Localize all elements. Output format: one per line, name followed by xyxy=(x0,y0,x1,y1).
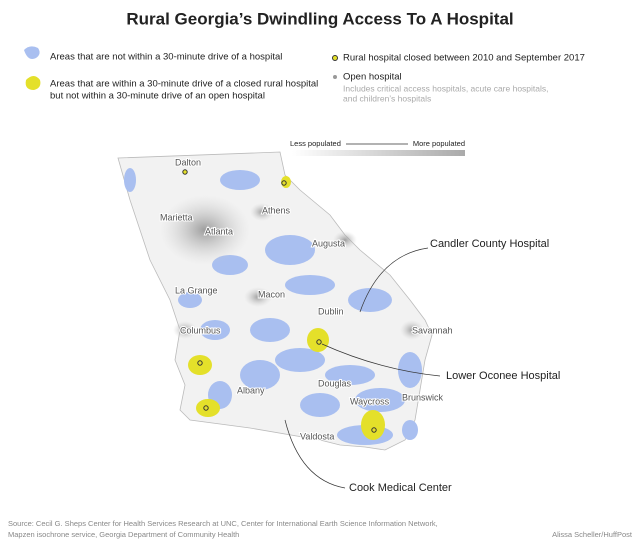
title: Rural Georgia’s Dwindling Access To A Ho… xyxy=(126,9,513,28)
scale-label: More populated xyxy=(413,139,465,148)
city-label: Macon xyxy=(258,289,285,299)
source: Mapzen isochrone service, Georgia Depart… xyxy=(8,530,239,539)
callout-label: Cook Medical Center xyxy=(349,482,452,494)
city-label: Dalton xyxy=(175,157,201,167)
city-label: Douglas xyxy=(318,378,352,388)
legend-note: and children’s hospitals xyxy=(343,93,431,103)
city-label: Atlanta xyxy=(205,226,233,236)
city-label: Athens xyxy=(262,205,291,215)
source: Source: Cecil G. Sheps Center for Health… xyxy=(8,519,438,528)
scale-label: Less populated xyxy=(290,139,341,148)
legend-label: but not within a 30-minute drive of an o… xyxy=(50,91,265,102)
city-label: Columbus xyxy=(180,325,221,335)
callout-label: Candler County Hospital xyxy=(430,238,549,250)
city-label: Brunswick xyxy=(402,392,444,402)
city-label: Dublin xyxy=(318,306,344,316)
georgia-map xyxy=(117,151,441,489)
city-label: Albany xyxy=(237,385,265,395)
scale-bar xyxy=(292,150,465,156)
legend-swatch-blue xyxy=(24,46,40,59)
legend-label: Areas that are within a 30-minute drive … xyxy=(50,79,318,90)
city-label: Savannah xyxy=(412,325,453,335)
callout-label: Lower Oconee Hospital xyxy=(446,370,560,382)
legend-swatch-yellow xyxy=(25,76,41,90)
city-label: La Grange xyxy=(175,285,218,295)
credit: Alissa Scheller/HuffPost xyxy=(552,530,633,539)
city-label: Augusta xyxy=(312,238,345,248)
legend-label: Areas that are not within a 30-minute dr… xyxy=(50,52,282,63)
legend-label: Open hospital xyxy=(343,72,402,83)
legend-label: Rural hospital closed between 2010 and S… xyxy=(343,53,585,64)
city-label: Waycross xyxy=(350,396,390,406)
legend-open-dot xyxy=(333,75,337,79)
legend-closed-dot xyxy=(332,55,338,61)
city-label: Marietta xyxy=(160,212,193,222)
legend-note: Includes critical access hospitals, acut… xyxy=(343,83,549,93)
city-label: Valdosta xyxy=(300,431,334,441)
